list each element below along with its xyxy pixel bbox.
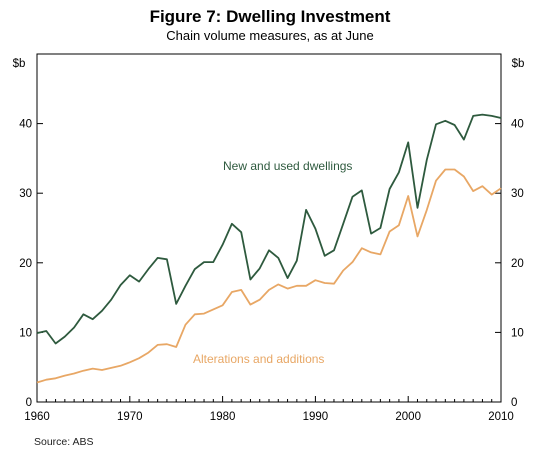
y-tick-label-left: 0	[26, 397, 32, 409]
y-tick-label-left: 20	[19, 258, 32, 270]
x-tick-label: 1990	[303, 411, 329, 423]
series-line-new-dwellings	[36, 113, 502, 345]
y-tick-label-right: 10	[511, 327, 524, 339]
y-tick-label-right: 40	[511, 119, 524, 131]
series-label-new-dwellings: New and used dwellings	[223, 159, 352, 173]
y-axis-left-unit: $b	[13, 58, 26, 70]
y-tick-label-right: 30	[511, 188, 524, 200]
chart-subtitle: Chain volume measures, as at June	[166, 28, 374, 43]
y-tick-label-left: 10	[19, 327, 32, 339]
plot-frame	[36, 53, 502, 403]
series-label-alterations: Alterations and additions	[193, 352, 324, 366]
y-tick-label-right: 20	[511, 258, 524, 270]
chart-title: Figure 7: Dwelling Investment	[149, 7, 391, 26]
y-tick-label-left: 30	[19, 188, 32, 200]
series-line-alterations	[36, 168, 502, 384]
y-axis-right-unit: $b	[512, 58, 525, 70]
y-tick-label-left: 40	[19, 119, 32, 131]
x-tick-label: 1970	[117, 411, 143, 423]
y-tick-label-right: 0	[511, 397, 517, 409]
x-tick-label: 2000	[395, 411, 421, 423]
x-tick-label: 1960	[24, 411, 50, 423]
x-tick-label: 2010	[488, 411, 514, 423]
x-tick-label: 1980	[210, 411, 236, 423]
source-note: Source: ABS	[34, 436, 94, 448]
